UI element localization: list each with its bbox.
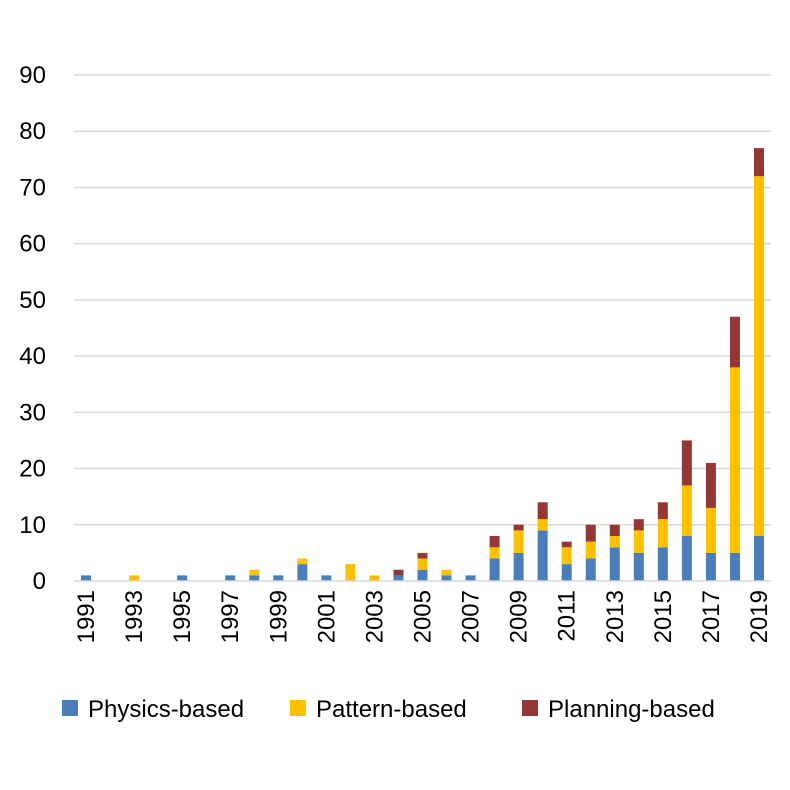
x-tick-label: 1993 bbox=[121, 590, 148, 643]
x-tick-label: 1997 bbox=[217, 590, 244, 643]
bar-pattern-based-2002 bbox=[345, 564, 356, 581]
bar-physics-based-2014 bbox=[633, 552, 644, 581]
x-tick-label: 1991 bbox=[73, 590, 100, 643]
legend-label-physics-based: Physics-based bbox=[88, 696, 244, 723]
x-axis-tick-labels: 1991 1993 1995 1997 1999 2001 2003 2005 2007 2009… bbox=[73, 590, 773, 643]
bar-physics-based-1997 bbox=[225, 575, 236, 581]
bar-physics-based-2007 bbox=[465, 575, 476, 581]
bar-physics-based-2017 bbox=[705, 552, 716, 581]
x-tick-label: 2011 bbox=[554, 590, 581, 642]
bar-planning-based-2012 bbox=[585, 524, 596, 542]
x-tick-label: 2019 bbox=[746, 590, 773, 643]
bar-pattern-based-2010 bbox=[537, 519, 548, 531]
bar-physics-based-1995 bbox=[177, 575, 188, 581]
bar-planning-based-2011 bbox=[561, 541, 572, 548]
bar-pattern-based-2014 bbox=[633, 530, 644, 553]
x-tick-label: 2017 bbox=[698, 590, 725, 643]
y-tick-label: 60 bbox=[19, 231, 46, 258]
legend-swatch-planning-based bbox=[522, 700, 538, 716]
y-tick-label: 80 bbox=[19, 118, 46, 145]
bar-pattern-based-1993 bbox=[129, 575, 140, 581]
bar-pattern-based-2013 bbox=[609, 536, 620, 548]
bar-physics-based-2015 bbox=[657, 547, 668, 581]
bar-physics-based-2006 bbox=[441, 575, 452, 581]
bar-planning-based-2015 bbox=[657, 502, 668, 520]
bar-physics-based-1998 bbox=[249, 575, 260, 581]
legend-swatch-pattern-based bbox=[290, 700, 306, 716]
bar-planning-based-2004 bbox=[393, 569, 404, 576]
bar-planning-based-2013 bbox=[609, 524, 620, 537]
bar-planning-based-2016 bbox=[681, 440, 692, 486]
x-tick-label: 2005 bbox=[410, 590, 437, 643]
legend: Physics-based Pattern-based Planning-based bbox=[62, 696, 715, 723]
x-tick-label: 2001 bbox=[313, 590, 340, 643]
bar-physics-based-2008 bbox=[489, 558, 500, 581]
bar-physics-based-2013 bbox=[609, 547, 620, 581]
bar-physics-based-2001 bbox=[321, 575, 332, 581]
y-tick-label: 70 bbox=[19, 174, 46, 201]
bar-physics-based-2011 bbox=[561, 564, 572, 581]
bar-physics-based-2010 bbox=[537, 530, 548, 581]
y-tick-label: 40 bbox=[19, 343, 46, 370]
bar-planning-based-2014 bbox=[633, 519, 644, 531]
bar-planning-based-2008 bbox=[489, 536, 500, 548]
bar-pattern-based-2016 bbox=[681, 485, 692, 537]
bar-physics-based-2000 bbox=[297, 564, 308, 581]
x-tick-label: 2009 bbox=[506, 590, 533, 643]
y-tick-label: 20 bbox=[19, 456, 46, 483]
bar-pattern-based-2015 bbox=[657, 519, 668, 548]
bar-pattern-based-1998 bbox=[249, 569, 260, 576]
x-tick-label: 1999 bbox=[265, 590, 292, 643]
bar-pattern-based-2005 bbox=[417, 558, 428, 570]
bars bbox=[81, 148, 764, 581]
x-tick-label: 2015 bbox=[650, 590, 677, 643]
bar-pattern-based-2003 bbox=[369, 575, 380, 581]
bar-planning-based-2009 bbox=[513, 524, 524, 531]
bar-planning-based-2017 bbox=[705, 462, 716, 508]
bar-pattern-based-2011 bbox=[561, 547, 572, 565]
bar-planning-based-2005 bbox=[417, 552, 428, 559]
x-tick-label: 1995 bbox=[169, 590, 196, 643]
y-tick-label: 0 bbox=[33, 568, 46, 595]
bar-pattern-based-2019 bbox=[753, 176, 764, 537]
bar-physics-based-2016 bbox=[681, 536, 692, 581]
y-axis-tick-labels: 0 10 20 30 40 50 60 70 80 90 bbox=[19, 62, 46, 595]
bar-pattern-based-2000 bbox=[297, 558, 308, 565]
legend-label-planning-based: Planning-based bbox=[548, 696, 715, 723]
bar-physics-based-1999 bbox=[273, 575, 284, 581]
bar-planning-based-2019 bbox=[753, 148, 764, 177]
bar-pattern-based-2012 bbox=[585, 541, 596, 559]
bar-pattern-based-2008 bbox=[489, 547, 500, 559]
bar-pattern-based-2009 bbox=[513, 530, 524, 553]
x-tick-label: 2007 bbox=[458, 590, 485, 643]
x-tick-label: 2013 bbox=[602, 590, 629, 643]
x-tick-label: 2003 bbox=[361, 590, 388, 643]
bar-pattern-based-2006 bbox=[441, 569, 452, 576]
bar-physics-based-2009 bbox=[513, 552, 524, 581]
bar-physics-based-2005 bbox=[417, 569, 428, 581]
bar-pattern-based-2017 bbox=[705, 507, 716, 553]
bar-pattern-based-2018 bbox=[729, 367, 740, 553]
bar-planning-based-2018 bbox=[729, 316, 740, 368]
legend-label-pattern-based: Pattern-based bbox=[316, 696, 467, 723]
bar-physics-based-2004 bbox=[393, 575, 404, 581]
legend-swatch-physics-based bbox=[62, 700, 78, 716]
y-tick-label: 50 bbox=[19, 287, 46, 314]
y-tick-label: 90 bbox=[19, 62, 46, 89]
bar-planning-based-2010 bbox=[537, 502, 548, 520]
y-tick-label: 30 bbox=[19, 399, 46, 426]
bar-physics-based-2018 bbox=[729, 552, 740, 581]
y-tick-label: 10 bbox=[19, 512, 46, 539]
gridlines bbox=[74, 74, 771, 526]
bar-physics-based-1991 bbox=[81, 575, 92, 581]
bar-physics-based-2019 bbox=[753, 536, 764, 581]
bar-physics-based-2012 bbox=[585, 558, 596, 581]
